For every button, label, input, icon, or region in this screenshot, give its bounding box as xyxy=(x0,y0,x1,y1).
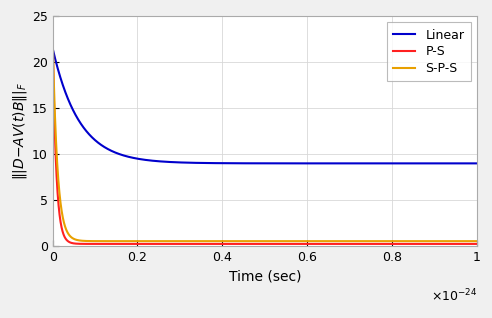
S-P-S xyxy=(231,239,237,243)
Linear xyxy=(420,162,426,165)
Linear xyxy=(50,46,56,50)
S-P-S xyxy=(213,239,218,243)
Linear xyxy=(231,161,237,165)
S-P-S xyxy=(50,34,56,38)
Text: $\times10^{-24}$: $\times10^{-24}$ xyxy=(430,288,477,304)
S-P-S xyxy=(420,239,426,243)
Y-axis label: $\||D\mathrm{-}AV(t)B\||_F$: $\||D\mathrm{-}AV(t)B\||_F$ xyxy=(11,82,29,180)
P-S xyxy=(420,242,426,246)
X-axis label: Time (sec): Time (sec) xyxy=(229,270,301,284)
Line: P-S: P-S xyxy=(53,36,477,244)
P-S xyxy=(195,242,201,246)
P-S xyxy=(466,242,472,246)
S-P-S xyxy=(123,239,129,243)
P-S xyxy=(231,242,237,246)
P-S xyxy=(123,242,129,246)
P-S xyxy=(213,242,218,246)
Line: Linear: Linear xyxy=(53,48,477,163)
Line: S-P-S: S-P-S xyxy=(53,36,477,241)
P-S xyxy=(474,242,480,246)
S-P-S xyxy=(474,239,480,243)
Legend: Linear, P-S, S-P-S: Linear, P-S, S-P-S xyxy=(387,22,471,81)
P-S xyxy=(50,34,56,38)
Linear xyxy=(213,161,218,165)
S-P-S xyxy=(466,239,472,243)
Linear xyxy=(98,143,104,147)
S-P-S xyxy=(98,239,104,243)
Linear xyxy=(465,162,471,165)
S-P-S xyxy=(241,239,246,243)
Linear xyxy=(474,162,480,165)
P-S xyxy=(98,242,104,246)
Linear xyxy=(123,154,129,158)
